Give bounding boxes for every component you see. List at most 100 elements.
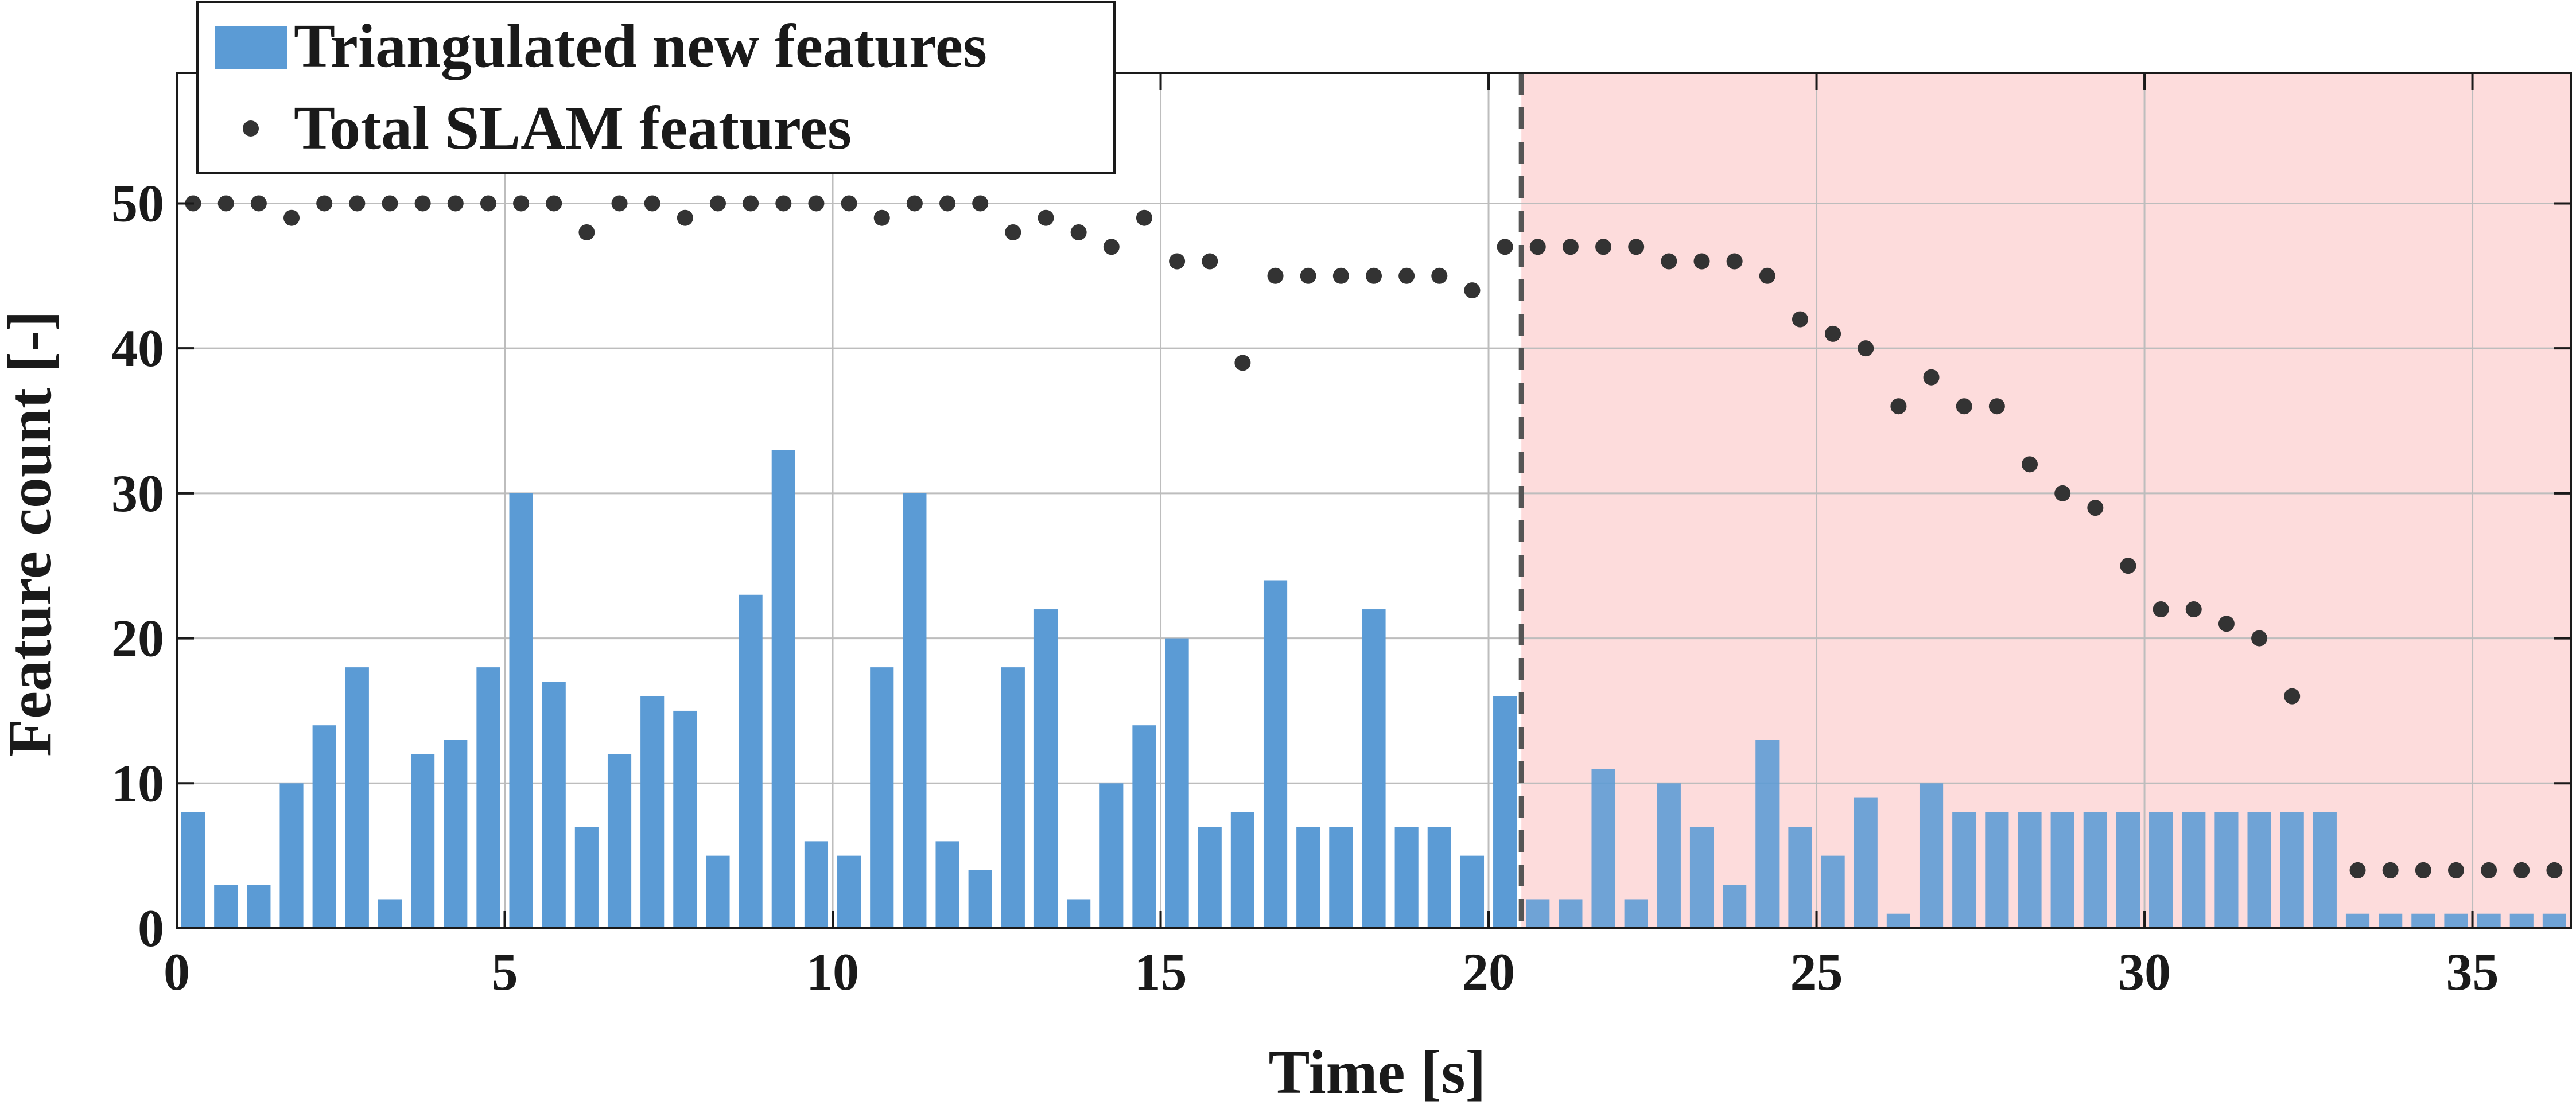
data-point — [873, 209, 890, 226]
bar — [411, 754, 435, 928]
x-axis-label: Time [s] — [1269, 1038, 1486, 1107]
data-point — [2153, 601, 2169, 618]
data-point — [1923, 369, 1940, 386]
y-tick-label: 50 — [111, 174, 164, 232]
bar — [640, 696, 665, 928]
data-point — [250, 195, 267, 212]
bar — [2083, 812, 2107, 928]
y-tick-label: 40 — [111, 319, 164, 377]
bar — [1198, 827, 1222, 928]
bar — [542, 682, 566, 928]
bar — [1099, 783, 1124, 928]
data-point — [2218, 616, 2235, 632]
data-point — [1005, 224, 1021, 240]
data-point — [1890, 398, 1907, 415]
bar — [1230, 812, 1254, 928]
bar — [312, 725, 336, 928]
data-point — [2546, 862, 2563, 878]
bar — [1755, 740, 1780, 928]
data-point — [743, 195, 759, 212]
data-point — [611, 195, 628, 212]
data-point — [1103, 239, 1120, 255]
plot-frame — [176, 72, 2572, 929]
bar — [1460, 855, 1485, 928]
data-point — [1759, 267, 1775, 284]
bar — [2411, 913, 2435, 928]
data-point — [1858, 340, 1874, 357]
data-point — [1332, 267, 1349, 284]
bar — [2509, 913, 2534, 928]
bar — [2542, 913, 2566, 928]
legend: Triangulated new features Total SLAM fea… — [196, 1, 1116, 174]
data-point — [546, 195, 562, 212]
bar — [968, 870, 992, 928]
bar — [1559, 899, 1583, 928]
bar — [1591, 769, 1615, 928]
y-axis-label: Feature count [-] — [0, 310, 64, 757]
data-point — [2349, 862, 2366, 878]
bar — [181, 812, 205, 928]
data-point — [447, 195, 464, 212]
data-point — [217, 195, 234, 212]
bar — [247, 885, 271, 928]
data-point — [972, 195, 989, 212]
bar — [607, 754, 632, 928]
data-point — [677, 209, 693, 226]
data-point — [1070, 224, 1087, 240]
data-point — [1464, 282, 1481, 299]
bar — [574, 827, 599, 928]
bar — [214, 885, 238, 928]
bar — [2149, 812, 2173, 928]
bar — [2182, 812, 2206, 928]
data-point — [2415, 862, 2431, 878]
data-point — [2481, 862, 2497, 878]
data-point — [1988, 398, 2005, 415]
data-point — [939, 195, 956, 212]
bar — [279, 783, 304, 928]
y-tick-label: 0 — [138, 899, 164, 958]
data-point — [1628, 239, 1645, 255]
bar — [903, 493, 927, 928]
data-point — [349, 195, 366, 212]
x-tick-label: 30 — [2118, 943, 2171, 1001]
data-point — [1529, 239, 1546, 255]
bar — [1362, 609, 1386, 928]
bar — [1394, 827, 1419, 928]
bar — [739, 594, 763, 928]
highlight-region — [1521, 73, 2571, 928]
bar — [2018, 812, 2042, 928]
data-point — [775, 195, 792, 212]
data-point — [1595, 239, 1612, 255]
bar — [2379, 913, 2403, 928]
bar — [1001, 667, 1025, 928]
bar — [1689, 827, 1714, 928]
data-point — [1300, 267, 1316, 284]
x-tick-label: 10 — [806, 943, 859, 1001]
x-tick-label: 20 — [1462, 943, 1515, 1001]
x-tick-label: 35 — [2446, 943, 2499, 1001]
data-point — [1661, 253, 1677, 270]
legend-point-marker — [243, 120, 259, 137]
bar — [935, 841, 959, 928]
data-point — [2447, 862, 2464, 878]
data-point — [316, 195, 333, 212]
data-point — [1792, 311, 1808, 328]
x-tick-label: 5 — [492, 943, 518, 1001]
bar — [870, 667, 894, 928]
legend-point-label: Total SLAM features — [294, 94, 852, 162]
legend-bar-swatch — [215, 26, 287, 69]
bar — [837, 855, 861, 928]
data-point — [1267, 267, 1284, 284]
bar — [804, 841, 829, 928]
bar — [1985, 812, 2009, 928]
data-point — [1726, 253, 1743, 270]
data-point — [2022, 456, 2038, 473]
data-point — [578, 224, 595, 240]
x-tick-labels: 0 5 10 15 20 25 30 35 — [164, 943, 2499, 1001]
bar — [1263, 580, 1288, 928]
data-point — [709, 195, 726, 212]
bar — [771, 450, 795, 928]
bar — [1493, 696, 1517, 928]
data-point — [2513, 862, 2530, 878]
